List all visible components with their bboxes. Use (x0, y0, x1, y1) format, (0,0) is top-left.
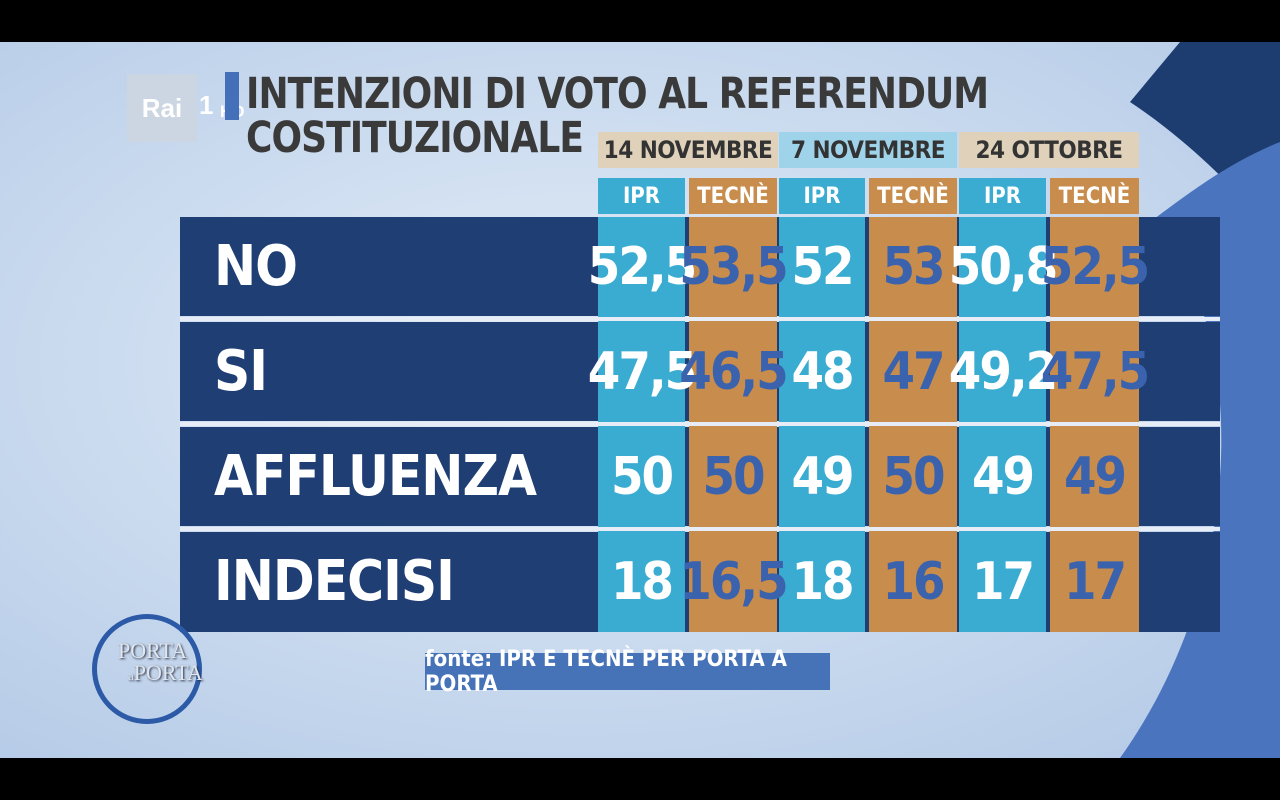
background-decoration (1120, 42, 1280, 758)
cell-si-tecne-1: 46,5 (679, 341, 788, 402)
cell-no-tecne-1: 53,5 (679, 236, 788, 297)
row-label-indecisi: INDECISI (214, 549, 455, 614)
row-label-no: NO (214, 234, 298, 299)
cell-no-ipr-1: 52,5 (587, 236, 697, 297)
cell-affluenza-ipr-2: 49 (791, 446, 854, 507)
title-accent-bar (225, 72, 239, 120)
row-label-si: SI (214, 339, 268, 404)
cell-si-ipr-3: 49,2 (948, 341, 1058, 402)
date-header-2: 7 NOVEMBRE (779, 132, 957, 168)
cell-si-tecne-2: 47 (882, 341, 945, 402)
source-header-tecne-3: TECNÈ (1050, 178, 1139, 214)
title-line-1: INTENZIONI DI VOTO AL REFERENDUM (246, 69, 989, 119)
cell-affluenza-tecne-3: 49 (1063, 446, 1127, 507)
cell-no-ipr-3: 50,8 (948, 236, 1058, 297)
source-header-ipr-2: IPR (779, 178, 865, 214)
cell-no-tecne-2: 53 (882, 236, 945, 297)
cell-indecisi-tecne-3: 17 (1063, 552, 1127, 612)
source-footer: fonte: IPR E TECNÈ PER PORTA A PORTA (425, 647, 830, 697)
cell-si-ipr-2: 48 (791, 341, 854, 402)
row-separator (180, 422, 1220, 426)
cell-affluenza-tecne-2: 50 (882, 446, 945, 507)
cell-si-ipr-1: 47,5 (587, 341, 697, 402)
source-header-ipr-1: IPR (598, 178, 685, 214)
source-header-tecne-2: TECNÈ (869, 178, 957, 214)
porta-logo-line-2-text: PORTA (133, 660, 203, 685)
porta-logo-line-2: aPORTA (128, 662, 203, 687)
cell-no-tecne-3: 52,5 (1040, 236, 1150, 297)
porta-logo-line-1: PORTA (118, 638, 188, 663)
cell-indecisi-ipr-1: 18 (610, 552, 674, 612)
cell-si-tecne-3: 47,5 (1040, 341, 1150, 402)
channel-number: 1 (199, 90, 214, 120)
porta-logo-small-a: a (128, 668, 134, 683)
cell-affluenza-ipr-1: 50 (610, 446, 674, 507)
source-header-ipr-3: IPR (959, 178, 1046, 214)
cell-affluenza-ipr-3: 49 (971, 446, 1035, 507)
screen: Rai 1 HD INTENZIONI DI VOTO AL REFERENDU… (0, 42, 1280, 758)
source-header-tecne-1: TECNÈ (689, 178, 777, 214)
title-line-2: COSTITUZIONALE (246, 113, 584, 163)
row-separator (180, 317, 1220, 321)
cell-indecisi-tecne-2: 16 (882, 552, 945, 612)
page-title: INTENZIONI DI VOTO AL REFERENDUM COSTITU… (246, 69, 989, 163)
date-header-3: 24 OTTOBRE (959, 132, 1139, 168)
rai-logo-text: Rai (141, 92, 183, 123)
cell-indecisi-ipr-2: 18 (791, 552, 854, 612)
row-separator (180, 527, 1220, 531)
date-header-1: 14 NOVEMBRE (598, 132, 778, 168)
cell-no-ipr-2: 52 (791, 236, 854, 297)
cell-indecisi-tecne-1: 16,5 (679, 552, 788, 612)
porta-a-porta-logo-ring (92, 614, 202, 724)
row-label-affluenza: AFFLUENZA (214, 444, 537, 509)
cell-affluenza-tecne-1: 50 (702, 446, 765, 507)
rai-logo: Rai (127, 74, 197, 142)
cell-indecisi-ipr-3: 17 (971, 552, 1035, 612)
